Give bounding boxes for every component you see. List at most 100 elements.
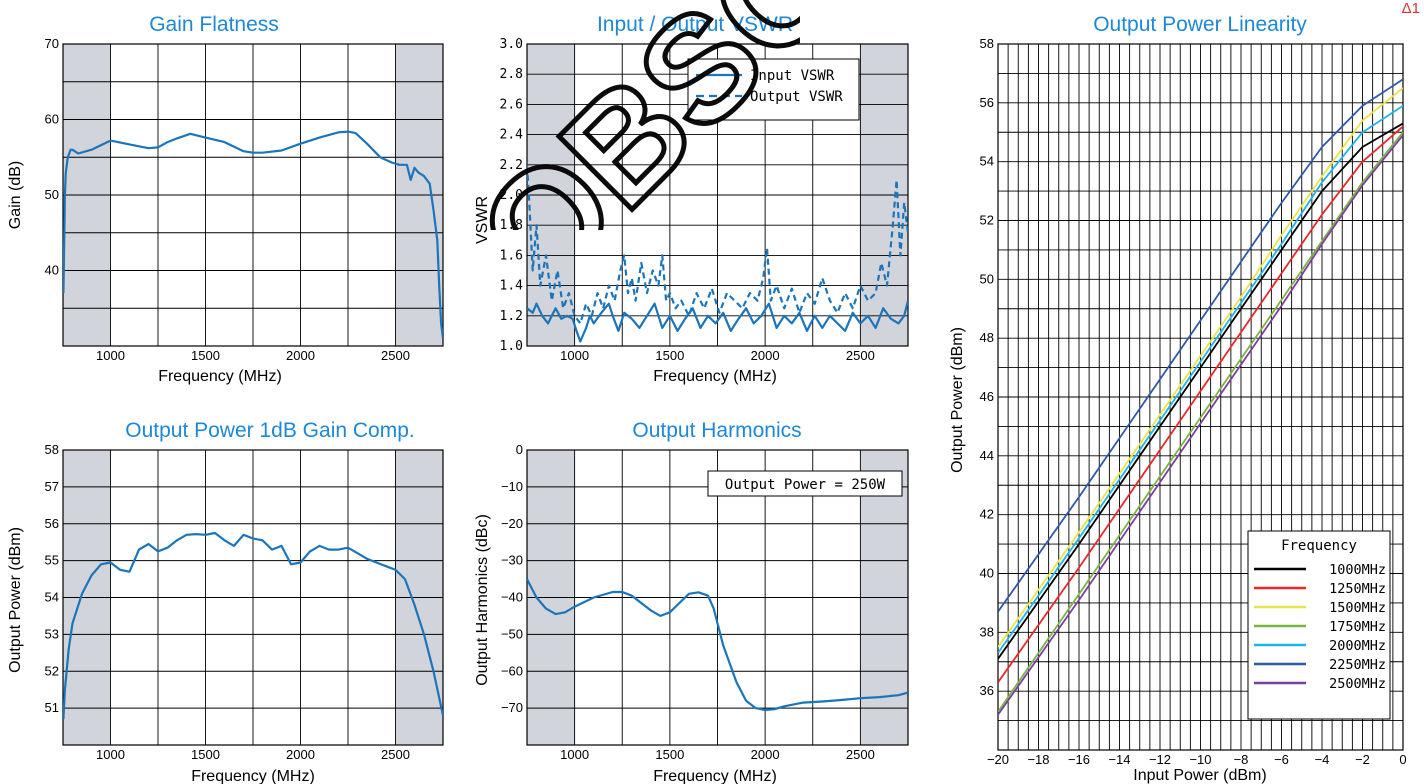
x-axis-label: Frequency (MHz) <box>653 368 777 385</box>
y-tick-label: 1.4 <box>500 279 524 294</box>
chart-harm: Output Harmonics 1000 1500 2000 2500 0 −10 −20 −… <box>474 419 909 784</box>
x-axis-label: Frequency (MHz) <box>158 368 282 385</box>
legend-box <box>687 58 860 121</box>
y-tick-label: 57 <box>45 479 59 494</box>
y-tick-label: 70 <box>45 36 59 51</box>
plot-frame <box>997 43 1404 751</box>
y-tick-label: 0 <box>516 442 523 457</box>
chart-vswr: Input / Output VSWR 1000 1500 2000 2500 1.0 1.… <box>474 13 909 385</box>
y-tick-label: −60 <box>501 663 523 678</box>
y-tick-label: 58 <box>980 36 994 51</box>
y-tick-label: 1.6 <box>500 248 523 263</box>
chart-title: Gain Flatness <box>149 13 279 36</box>
legend-label: 1250MHz <box>1329 581 1386 597</box>
y-tick-label: 1.2 <box>500 309 523 324</box>
series-line-0 <box>63 531 443 720</box>
series-line-0 <box>527 578 908 712</box>
series-line-output-vswr <box>527 164 908 325</box>
x-tick-label: −16 <box>1068 752 1090 767</box>
y-tick-label: −50 <box>501 626 523 641</box>
y-tick-label: 48 <box>980 330 994 345</box>
series-line-1000mhz <box>998 122 1403 660</box>
x-tick-label: 0 <box>1399 752 1406 767</box>
y-axis-label: Gain (dB) <box>7 161 24 229</box>
annotation-text: Output Power = 250W <box>725 477 886 493</box>
y-axis-label: Output Power (dBm) <box>949 327 966 473</box>
series-line-2000mhz <box>998 105 1403 654</box>
x-tick-label: 1500 <box>655 348 684 363</box>
annotation-box <box>707 470 903 497</box>
series-line-1250mhz <box>998 125 1403 683</box>
x-tick-label: 2000 <box>286 348 315 363</box>
y-tick-label: 2.8 <box>500 67 523 82</box>
plot-frame <box>526 449 909 746</box>
x-tick-label: −4 <box>1315 752 1330 767</box>
y-tick-label: 3.0 <box>500 37 523 52</box>
y-tick-label: 56 <box>45 516 59 531</box>
y-tick-label: −10 <box>501 479 523 494</box>
chart-title: Input / Output VSWR <box>597 13 793 36</box>
chart-gain: Gain Flatness 1000 1500 2000 2500 40 50 60 70 Fre… <box>7 13 444 385</box>
y-tick-label: 54 <box>980 154 994 169</box>
y-tick-label: 56 <box>980 95 994 110</box>
chart-title: Output Power Linearity <box>1093 13 1307 36</box>
x-tick-label: −10 <box>1189 752 1211 767</box>
y-tick-label: 54 <box>45 590 59 605</box>
y-tick-label: −30 <box>501 553 523 568</box>
series-line-0 <box>63 130 443 339</box>
x-tick-label: −6 <box>1274 752 1289 767</box>
legend-label: 1500MHz <box>1329 600 1386 616</box>
y-axis-label: VSWR <box>474 196 491 244</box>
chart-title: Output Harmonics <box>632 419 801 442</box>
x-tick-label: 1500 <box>191 747 220 762</box>
y-tick-label: 46 <box>980 389 994 404</box>
x-tick-label: 1000 <box>560 348 589 363</box>
x-tick-label: 1500 <box>655 747 684 762</box>
chart-p1db: Output Power 1dB Gain Comp. 1000 1500 2000 2… <box>7 419 444 784</box>
series-line-2500mhz <box>998 134 1403 716</box>
y-tick-label: 52 <box>45 663 59 678</box>
legend-label: 2250MHz <box>1329 657 1386 673</box>
y-tick-label: 58 <box>45 442 59 457</box>
legend-label: 1750MHz <box>1329 619 1386 635</box>
y-tick-label: 2.0 <box>500 188 523 203</box>
legend-label: 2500MHz <box>1329 676 1386 692</box>
x-tick-label: −2 <box>1355 752 1370 767</box>
y-tick-label: 42 <box>980 507 994 522</box>
x-axis-label: Input Power (dBm) <box>1133 767 1266 784</box>
x-tick-label: 1000 <box>96 747 125 762</box>
plot-frame <box>62 449 444 746</box>
y-tick-label: 1.8 <box>500 218 523 233</box>
x-tick-label: 2000 <box>751 348 780 363</box>
x-tick-label: −8 <box>1234 752 1249 767</box>
y-tick-label: −20 <box>501 516 523 531</box>
x-tick-label: −12 <box>1149 752 1171 767</box>
y-tick-label: 1.0 <box>500 339 523 354</box>
y-tick-label: 53 <box>45 626 59 641</box>
y-tick-label: 2.4 <box>500 128 524 143</box>
plot-frame <box>62 43 444 347</box>
y-tick-label: 51 <box>45 700 59 715</box>
y-tick-label: 52 <box>980 213 994 228</box>
x-axis-label: Frequency (MHz) <box>653 768 777 784</box>
legend-label: 2000MHz <box>1329 638 1386 654</box>
y-tick-label: 55 <box>45 553 59 568</box>
series-line-1750mhz <box>998 131 1403 713</box>
x-tick-label: 2500 <box>381 747 410 762</box>
x-tick-label: 1000 <box>96 348 125 363</box>
x-tick-label: 2000 <box>286 747 315 762</box>
plot-frame <box>526 43 909 347</box>
series-line-2250mhz <box>998 78 1403 613</box>
series-line-1500mhz <box>998 87 1403 648</box>
y-tick-label: 2.6 <box>500 97 523 112</box>
legend-label: Output VSWR <box>750 89 843 105</box>
y-tick-label: 38 <box>980 624 994 639</box>
x-tick-label: 2500 <box>846 348 875 363</box>
y-tick-label: −40 <box>501 590 523 605</box>
y-tick-label: 60 <box>45 112 59 127</box>
chart-lin: Output Power Linearity−20 −18 −16 −14 −12 −10… <box>949 13 1407 784</box>
x-tick-label: 1000 <box>560 747 589 762</box>
revision-marker: Δ1 <box>1401 0 1420 17</box>
y-tick-label: 40 <box>980 566 994 581</box>
